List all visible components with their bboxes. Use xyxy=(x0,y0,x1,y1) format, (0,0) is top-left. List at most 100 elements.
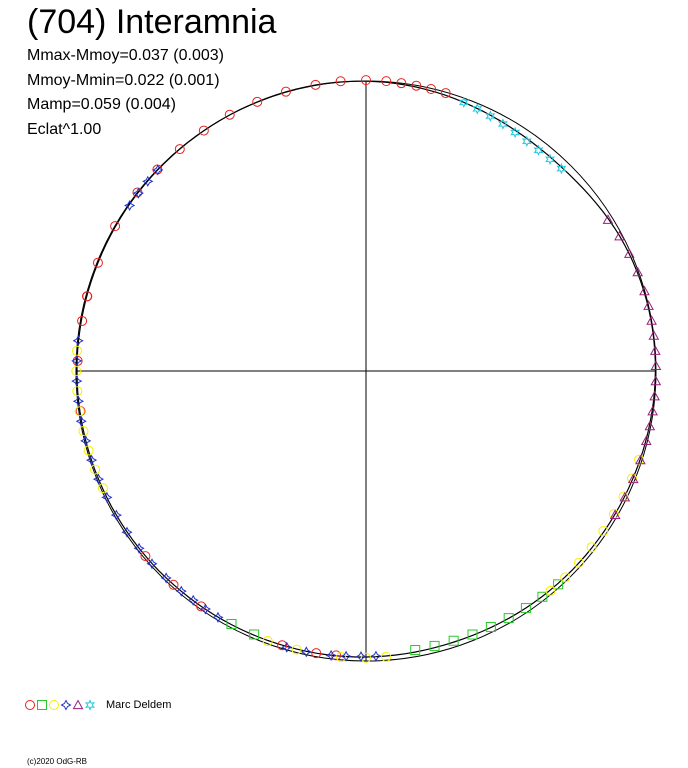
data-point xyxy=(71,345,82,356)
data-point xyxy=(644,420,656,431)
data-point xyxy=(168,579,179,590)
data-point xyxy=(467,629,478,640)
data-point xyxy=(249,629,260,640)
data-point xyxy=(160,572,172,584)
data-point xyxy=(381,76,392,87)
data-point xyxy=(92,473,105,485)
data-point xyxy=(361,75,371,86)
data-point xyxy=(300,646,312,658)
data-point xyxy=(335,76,346,87)
data-point xyxy=(133,542,145,554)
data-point xyxy=(573,557,584,568)
data-point xyxy=(72,395,85,407)
data-point xyxy=(510,126,521,139)
data-point xyxy=(335,652,346,663)
data-point xyxy=(71,355,83,367)
data-point xyxy=(598,526,609,537)
data-point xyxy=(86,454,98,466)
data-point xyxy=(224,109,235,120)
data-point xyxy=(411,80,422,91)
legend-markers xyxy=(25,699,95,711)
data-point xyxy=(78,426,89,437)
stat-eclat: Eclat^1.00 xyxy=(27,120,102,138)
data-point xyxy=(262,636,273,647)
data-point xyxy=(627,473,639,484)
data-point xyxy=(80,435,92,447)
data-point xyxy=(440,88,451,99)
data-point xyxy=(198,125,209,136)
data-point xyxy=(426,83,437,94)
legend-author: Marc Deldem xyxy=(106,699,172,711)
data-point xyxy=(623,248,635,258)
data-point xyxy=(146,558,158,570)
data-point xyxy=(175,585,187,597)
data-point xyxy=(92,257,103,268)
data-point xyxy=(602,214,614,224)
stat-mamp: Mamp=0.059 (0.004) xyxy=(27,96,176,113)
stats-block: Mmax-Mmoy=0.037 (0.003) Mmoy-Mmin=0.022 … xyxy=(27,44,224,142)
data-point xyxy=(521,135,532,148)
series-star6-5 xyxy=(458,96,567,175)
data-point xyxy=(226,618,237,629)
data-point xyxy=(586,542,597,553)
series-triangle-4 xyxy=(602,214,662,519)
data-point xyxy=(553,579,564,590)
data-point xyxy=(650,375,662,386)
data-point xyxy=(485,110,496,122)
data-point xyxy=(142,175,154,187)
data-point xyxy=(649,345,661,355)
legend-marker-square xyxy=(37,700,47,710)
data-point xyxy=(101,491,113,503)
data-point xyxy=(396,78,407,89)
data-point xyxy=(646,315,657,325)
series-circle-2 xyxy=(71,345,645,663)
data-point xyxy=(82,291,93,302)
data-point xyxy=(472,103,483,115)
data-point xyxy=(355,651,367,663)
data-point xyxy=(77,315,88,326)
legend: Marc Deldem xyxy=(24,697,171,713)
data-point xyxy=(429,640,440,651)
data-point xyxy=(74,406,85,417)
legend-marker-circle xyxy=(49,700,59,710)
stat-mmoy-mmin: Mmoy-Mmin=0.022 (0.001) xyxy=(27,71,220,89)
data-point xyxy=(71,366,82,376)
data-point xyxy=(537,591,548,602)
series-circle-0 xyxy=(72,75,451,661)
data-point xyxy=(97,483,108,494)
data-point xyxy=(497,118,508,130)
chart-title: (704) Interamnia xyxy=(27,3,277,41)
data-point xyxy=(124,199,136,212)
model-curve xyxy=(76,80,657,658)
data-point xyxy=(277,640,288,651)
data-point xyxy=(361,652,371,663)
data-point xyxy=(331,650,342,661)
data-point xyxy=(520,603,531,614)
data-point xyxy=(545,585,556,596)
data-point xyxy=(609,509,621,519)
copyright-text: (c)2020 OdG-RB xyxy=(27,757,88,766)
data-point xyxy=(458,96,469,109)
data-point xyxy=(503,613,514,624)
data-point xyxy=(75,415,87,427)
data-point xyxy=(448,635,459,646)
data-point xyxy=(370,650,382,662)
data-point xyxy=(140,551,151,562)
data-point xyxy=(281,641,293,653)
data-point xyxy=(635,454,646,465)
data-point xyxy=(187,594,199,606)
data-point xyxy=(648,330,660,340)
data-point xyxy=(614,230,625,241)
data-point xyxy=(380,651,391,662)
data-point xyxy=(90,464,101,475)
data-point xyxy=(556,162,567,175)
data-point xyxy=(639,285,650,296)
data-point xyxy=(410,645,421,656)
data-point xyxy=(152,164,164,176)
data-point xyxy=(533,144,544,156)
data-point xyxy=(545,153,556,166)
data-point xyxy=(110,509,122,521)
legend-marker-star4 xyxy=(60,699,72,711)
data-point xyxy=(83,445,94,456)
